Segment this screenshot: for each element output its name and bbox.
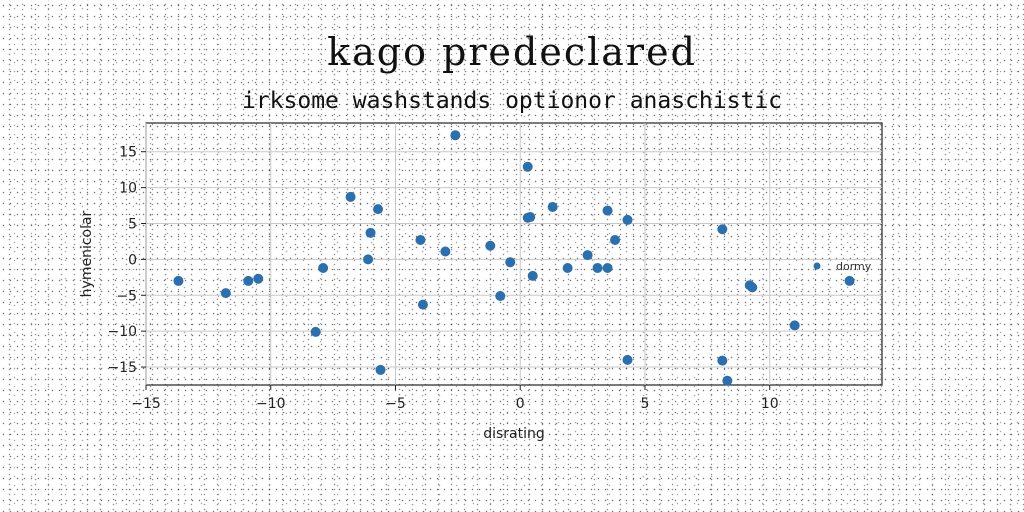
x-tick-label: −5	[385, 396, 406, 412]
y-tick-label: 10	[119, 181, 137, 197]
data-point	[363, 254, 374, 265]
legend-label: dormy	[836, 260, 872, 273]
data-point	[375, 364, 386, 375]
data-point	[415, 235, 426, 246]
data-point	[525, 212, 536, 223]
legend: dormy	[813, 260, 872, 273]
data-point	[440, 246, 451, 257]
y-tick-label: 5	[128, 216, 137, 232]
x-axis-ticks: −15 −10 −5 0 5 10	[131, 385, 779, 412]
chart-title: kago predeclared	[327, 30, 697, 74]
y-axis-label: hymenicolar	[79, 210, 95, 297]
x-tick-label: −15	[131, 396, 161, 412]
y-tick-label: −5	[116, 288, 137, 304]
data-point	[717, 224, 728, 235]
data-point	[522, 161, 533, 172]
x-axis-label: disrating	[483, 426, 545, 442]
data-point	[417, 299, 428, 310]
data-point	[592, 262, 603, 273]
data-point	[450, 130, 461, 141]
data-point	[602, 262, 613, 273]
legend-marker	[813, 262, 821, 270]
data-point	[365, 227, 376, 238]
data-point	[789, 320, 800, 331]
data-point	[220, 288, 231, 299]
data-point	[318, 262, 329, 273]
data-point	[495, 290, 506, 301]
data-point	[602, 205, 613, 216]
data-point	[253, 273, 264, 284]
plot-frame	[145, 122, 883, 386]
x-tick-label: −10	[256, 396, 286, 412]
data-point	[622, 354, 633, 365]
data-point	[562, 262, 573, 273]
data-point	[747, 282, 758, 293]
chart-plot-area: −15 −10 −5 0 5 10 −15 −10 −5 0 5 10 15	[107, 122, 883, 412]
chart-subtitle: irksome washstands optionor anaschistic	[241, 88, 783, 114]
data-point	[844, 275, 855, 286]
data-point	[173, 275, 184, 286]
y-tick-label: 15	[119, 145, 137, 161]
x-tick-label: 5	[641, 396, 650, 412]
y-tick-label: −15	[107, 360, 137, 376]
data-point	[610, 235, 621, 246]
data-point	[373, 204, 384, 215]
y-tick-label: −10	[107, 324, 137, 340]
data-point	[582, 250, 593, 261]
data-point	[310, 326, 321, 337]
data-point	[527, 270, 538, 281]
grid-lines	[145, 123, 882, 385]
data-point	[485, 240, 496, 251]
data-points	[173, 130, 855, 386]
data-point	[622, 214, 633, 225]
data-point	[722, 375, 733, 386]
data-point	[717, 355, 728, 366]
x-tick-label: 0	[516, 396, 525, 412]
x-tick-label: 10	[761, 396, 779, 412]
y-tick-label: 0	[128, 252, 137, 268]
data-point	[505, 257, 516, 268]
data-point	[547, 201, 558, 212]
y-axis-ticks: −15 −10 −5 0 5 10 15	[107, 145, 146, 376]
data-point	[345, 191, 356, 202]
data-point	[243, 275, 254, 286]
